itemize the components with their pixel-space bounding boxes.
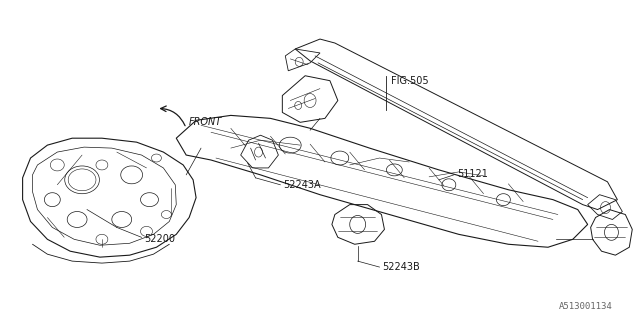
Text: FIG.505: FIG.505	[392, 76, 429, 86]
Text: 52243A: 52243A	[284, 180, 321, 190]
Text: 52243B: 52243B	[383, 262, 420, 272]
Text: FRONT: FRONT	[189, 117, 222, 127]
Text: 51121: 51121	[457, 169, 488, 179]
Text: A513001134: A513001134	[559, 302, 612, 311]
Text: 52200: 52200	[145, 234, 175, 244]
